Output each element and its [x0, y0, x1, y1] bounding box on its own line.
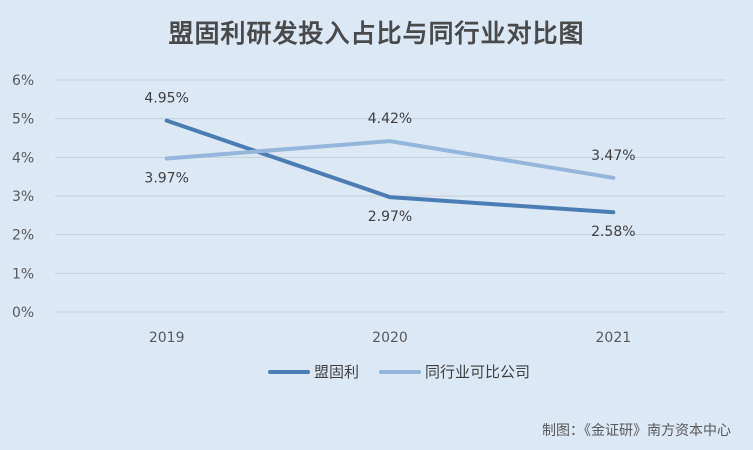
series-line-1	[164, 118, 616, 215]
legend-label: 盟固利	[314, 363, 359, 381]
data-label: 3.47%	[591, 148, 635, 164]
y-tick-label: 3%	[12, 189, 34, 205]
x-tick-label: 2019	[149, 330, 185, 346]
data-label: 2.97%	[368, 209, 412, 225]
x-tick-label: 2020	[372, 330, 408, 346]
y-tick-label: 0%	[12, 305, 34, 321]
series-line-2	[164, 139, 616, 180]
y-tick-label: 5%	[12, 112, 34, 128]
y-tick-label: 1%	[12, 266, 34, 282]
y-tick-label: 2%	[12, 228, 34, 244]
chart-title: 盟固利研发投入占比与同行业对比图	[168, 19, 585, 48]
y-tick-label: 6%	[12, 73, 34, 89]
y-tick-label: 4%	[12, 150, 34, 166]
legend-label: 同行业可比公司	[425, 363, 530, 381]
chart-credit: 制图：《金证研》南方资本中心	[542, 423, 731, 439]
data-label: 2.58%	[591, 224, 635, 240]
data-label: 4.42%	[368, 111, 412, 127]
data-label: 4.95%	[144, 91, 188, 107]
data-label: 3.97%	[144, 170, 188, 186]
x-tick-label: 2021	[596, 330, 632, 346]
